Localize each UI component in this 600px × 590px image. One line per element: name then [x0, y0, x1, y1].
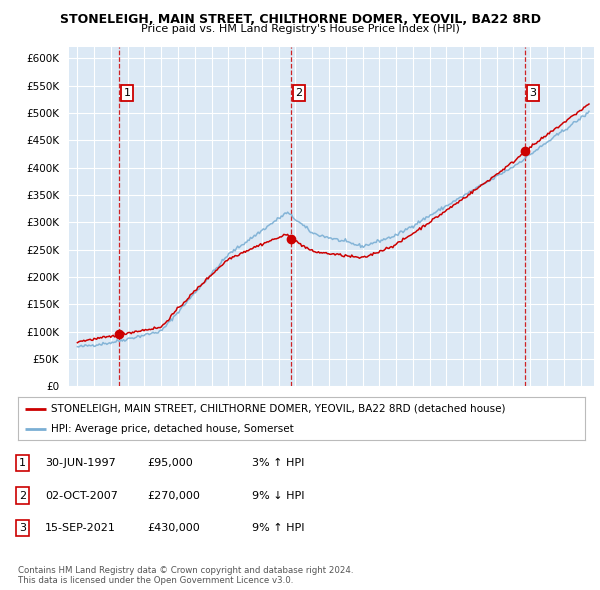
Text: 1: 1 [124, 88, 131, 99]
Text: 9% ↓ HPI: 9% ↓ HPI [252, 491, 305, 500]
Text: 3% ↑ HPI: 3% ↑ HPI [252, 458, 304, 468]
Text: 3: 3 [529, 88, 536, 99]
Text: Contains HM Land Registry data © Crown copyright and database right 2024.
This d: Contains HM Land Registry data © Crown c… [18, 566, 353, 585]
Text: 3: 3 [19, 523, 26, 533]
Text: Price paid vs. HM Land Registry's House Price Index (HPI): Price paid vs. HM Land Registry's House … [140, 24, 460, 34]
Text: 2: 2 [19, 491, 26, 500]
Text: 9% ↑ HPI: 9% ↑ HPI [252, 523, 305, 533]
Text: £95,000: £95,000 [147, 458, 193, 468]
Text: 30-JUN-1997: 30-JUN-1997 [45, 458, 116, 468]
Text: 15-SEP-2021: 15-SEP-2021 [45, 523, 116, 533]
Text: STONELEIGH, MAIN STREET, CHILTHORNE DOMER, YEOVIL, BA22 8RD: STONELEIGH, MAIN STREET, CHILTHORNE DOME… [59, 13, 541, 26]
Text: £270,000: £270,000 [147, 491, 200, 500]
Text: 1: 1 [19, 458, 26, 468]
Text: STONELEIGH, MAIN STREET, CHILTHORNE DOMER, YEOVIL, BA22 8RD (detached house): STONELEIGH, MAIN STREET, CHILTHORNE DOME… [51, 404, 505, 414]
Text: HPI: Average price, detached house, Somerset: HPI: Average price, detached house, Some… [51, 424, 293, 434]
Text: 2: 2 [295, 88, 302, 99]
Text: £430,000: £430,000 [147, 523, 200, 533]
Text: 02-OCT-2007: 02-OCT-2007 [45, 491, 118, 500]
